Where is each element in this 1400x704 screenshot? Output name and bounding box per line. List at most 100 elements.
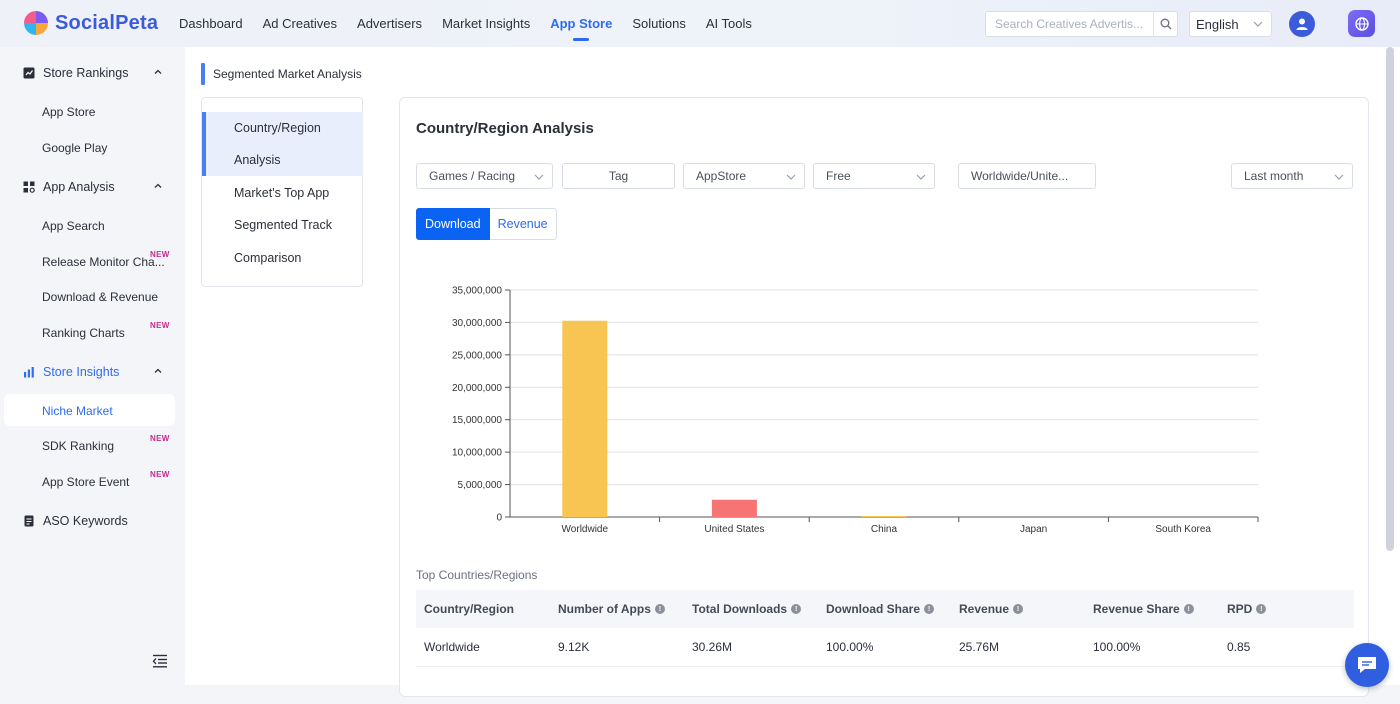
sidebar-item-app-store-event[interactable]: App Store Event xyxy=(42,475,130,489)
column-header-total-downloads[interactable]: Total Downloads! xyxy=(692,602,802,616)
chart-bar xyxy=(711,499,757,517)
user-avatar[interactable] xyxy=(1289,11,1315,37)
price-select[interactable]: Free xyxy=(813,163,935,189)
submenu-item-comparison[interactable]: Comparison xyxy=(234,251,302,265)
tag-value: Tag xyxy=(608,169,629,183)
column-header-revenue[interactable]: Revenue! xyxy=(959,602,1024,616)
sidebar-item-niche-market[interactable]: Niche Market xyxy=(42,404,113,418)
sidebar-group-store-insights[interactable]: Store Insights xyxy=(23,365,163,379)
x-tick-label: Worldwide xyxy=(562,524,609,535)
y-tick-label: 35,000,000 xyxy=(452,286,502,297)
column-header-download-share[interactable]: Download Share! xyxy=(826,602,935,616)
brand-logo[interactable]: SocialPeta xyxy=(24,11,158,35)
table-caption: Top Countries/Regions xyxy=(416,568,538,582)
download-toggle-button[interactable]: Download xyxy=(416,208,490,240)
info-icon[interactable]: ! xyxy=(924,604,935,614)
chevron-down-icon xyxy=(916,174,926,180)
y-tick-label: 25,000,000 xyxy=(452,350,502,361)
global-search xyxy=(985,11,1178,37)
table-cell: 100.00% xyxy=(1093,640,1141,654)
submenu-item-country-region[interactable]: Country/Region xyxy=(234,121,321,135)
column-header-number-of-apps[interactable]: Number of Apps! xyxy=(558,602,665,616)
language-select[interactable]: English xyxy=(1189,11,1272,37)
chevron-down-icon xyxy=(534,174,544,180)
nav-market-insights[interactable]: Market Insights xyxy=(442,16,531,31)
sidebar-item-sdk-ranking[interactable]: SDK Ranking xyxy=(42,439,115,453)
y-tick-label: 10,000,000 xyxy=(452,448,502,459)
sidebar-item-app-search[interactable]: App Search xyxy=(42,219,105,233)
column-header-revenue-share[interactable]: Revenue Share! xyxy=(1093,602,1194,616)
nav-advertisers[interactable]: Advertisers xyxy=(357,16,423,31)
sidebar-item-ranking-charts[interactable]: Ranking Charts xyxy=(42,326,125,340)
selected-item-highlight xyxy=(4,394,175,426)
chevron-up-icon xyxy=(154,368,162,373)
language-value: English xyxy=(1196,16,1239,32)
sidebar-group-app-analysis[interactable]: App Analysis xyxy=(23,180,163,194)
store-select[interactable]: AppStore xyxy=(683,163,805,189)
collapse-sidebar-button[interactable] xyxy=(152,654,168,671)
submenu-active-highlight xyxy=(202,112,363,176)
socialpeta-logo-icon xyxy=(24,11,48,35)
sidebar-group-store-rankings[interactable]: Store Rankings xyxy=(23,66,163,80)
chevron-down-icon xyxy=(1334,174,1344,180)
column-header-rpd[interactable]: RPD! xyxy=(1227,602,1267,616)
store-insights-icon xyxy=(24,367,34,378)
table-cell: 25.76M xyxy=(959,640,1000,654)
app-analysis-icon xyxy=(23,181,35,193)
sidebar-group-aso-keywords[interactable]: ASO Keywords xyxy=(23,514,163,528)
chat-icon xyxy=(1358,657,1376,673)
x-tick-label: South Korea xyxy=(1155,524,1211,535)
chevron-up-icon xyxy=(154,69,162,74)
sidebar-item-app-store[interactable]: App Store xyxy=(42,105,96,119)
menu-collapse-icon xyxy=(152,654,167,668)
info-icon[interactable]: ! xyxy=(1256,604,1267,614)
revenue-toggle-button[interactable]: Revenue xyxy=(489,208,557,240)
table-header-row: Country/Region Number of Apps! Total Dow… xyxy=(416,590,1354,628)
nav-app-store[interactable]: App Store xyxy=(550,0,612,47)
app-launcher-button[interactable] xyxy=(1348,10,1375,37)
chart-svg: 0 5,000,000 10,000,000 15,000,000 20,000,000… xyxy=(452,286,1259,535)
tag-select[interactable]: Tag xyxy=(562,163,675,189)
user-icon xyxy=(1296,18,1308,30)
x-tick-label: Japan xyxy=(1020,524,1047,535)
category-select[interactable]: Games / Racing xyxy=(416,163,553,189)
column-header-country[interactable]: Country/Region xyxy=(424,602,514,616)
nav-dashboard[interactable]: Dashboard xyxy=(179,16,243,31)
table-cell: 0.85 xyxy=(1227,640,1251,654)
info-icon[interactable]: ! xyxy=(791,604,802,614)
sidebar-item-google-play[interactable]: Google Play xyxy=(42,141,108,155)
nav-ad-creatives[interactable]: Ad Creatives xyxy=(262,16,338,31)
search-button[interactable] xyxy=(1153,12,1177,36)
y-tick-label: 20,000,000 xyxy=(452,383,502,394)
info-icon[interactable]: ! xyxy=(1013,604,1024,614)
sidebar-group-label: App Analysis xyxy=(43,180,115,194)
rankings-icon xyxy=(23,67,35,79)
submenu-item-analysis[interactable]: Analysis xyxy=(234,153,281,167)
x-tick-label: United States xyxy=(704,524,764,535)
page-scrollbar[interactable] xyxy=(1385,47,1394,551)
support-chat-button[interactable] xyxy=(1345,643,1389,687)
nav-ai-tools[interactable]: AI Tools xyxy=(705,16,752,31)
metric-toggle: Download Revenue xyxy=(416,208,557,240)
sidebar-item-download-revenue[interactable]: Download & Revenue xyxy=(42,290,159,304)
sidebar-item-release-monitor[interactable]: Release Monitor Cha... xyxy=(42,255,165,269)
column-header-label: Number of Apps xyxy=(558,602,651,616)
submenu-item-segmented-track[interactable]: Segmented Track xyxy=(234,218,332,232)
nav-solutions[interactable]: Solutions xyxy=(632,16,686,31)
column-header-label: Download Share xyxy=(826,602,921,616)
submenu-item-market-top-app[interactable]: Market's Top App xyxy=(234,186,330,200)
info-icon[interactable]: ! xyxy=(654,604,665,614)
table-row[interactable]: Worldwide 9.12K 30.26M 100.00% 25.76M 10… xyxy=(416,628,1354,667)
search-input[interactable] xyxy=(986,12,1154,36)
info-icon[interactable]: ! xyxy=(1183,604,1194,614)
aso-keywords-icon xyxy=(24,515,34,527)
region-select[interactable]: Worldwide/Unite... xyxy=(958,163,1096,189)
chevron-down-icon xyxy=(786,174,796,180)
y-tick-label: 15,000,000 xyxy=(452,415,502,426)
x-tick-label: China xyxy=(871,524,898,535)
chart-bar xyxy=(861,516,907,517)
category-value: Games / Racing xyxy=(429,169,516,183)
period-select[interactable]: Last month xyxy=(1231,163,1353,189)
scrollbar-thumb[interactable] xyxy=(1386,47,1394,551)
column-header-label: Revenue xyxy=(959,602,1010,616)
